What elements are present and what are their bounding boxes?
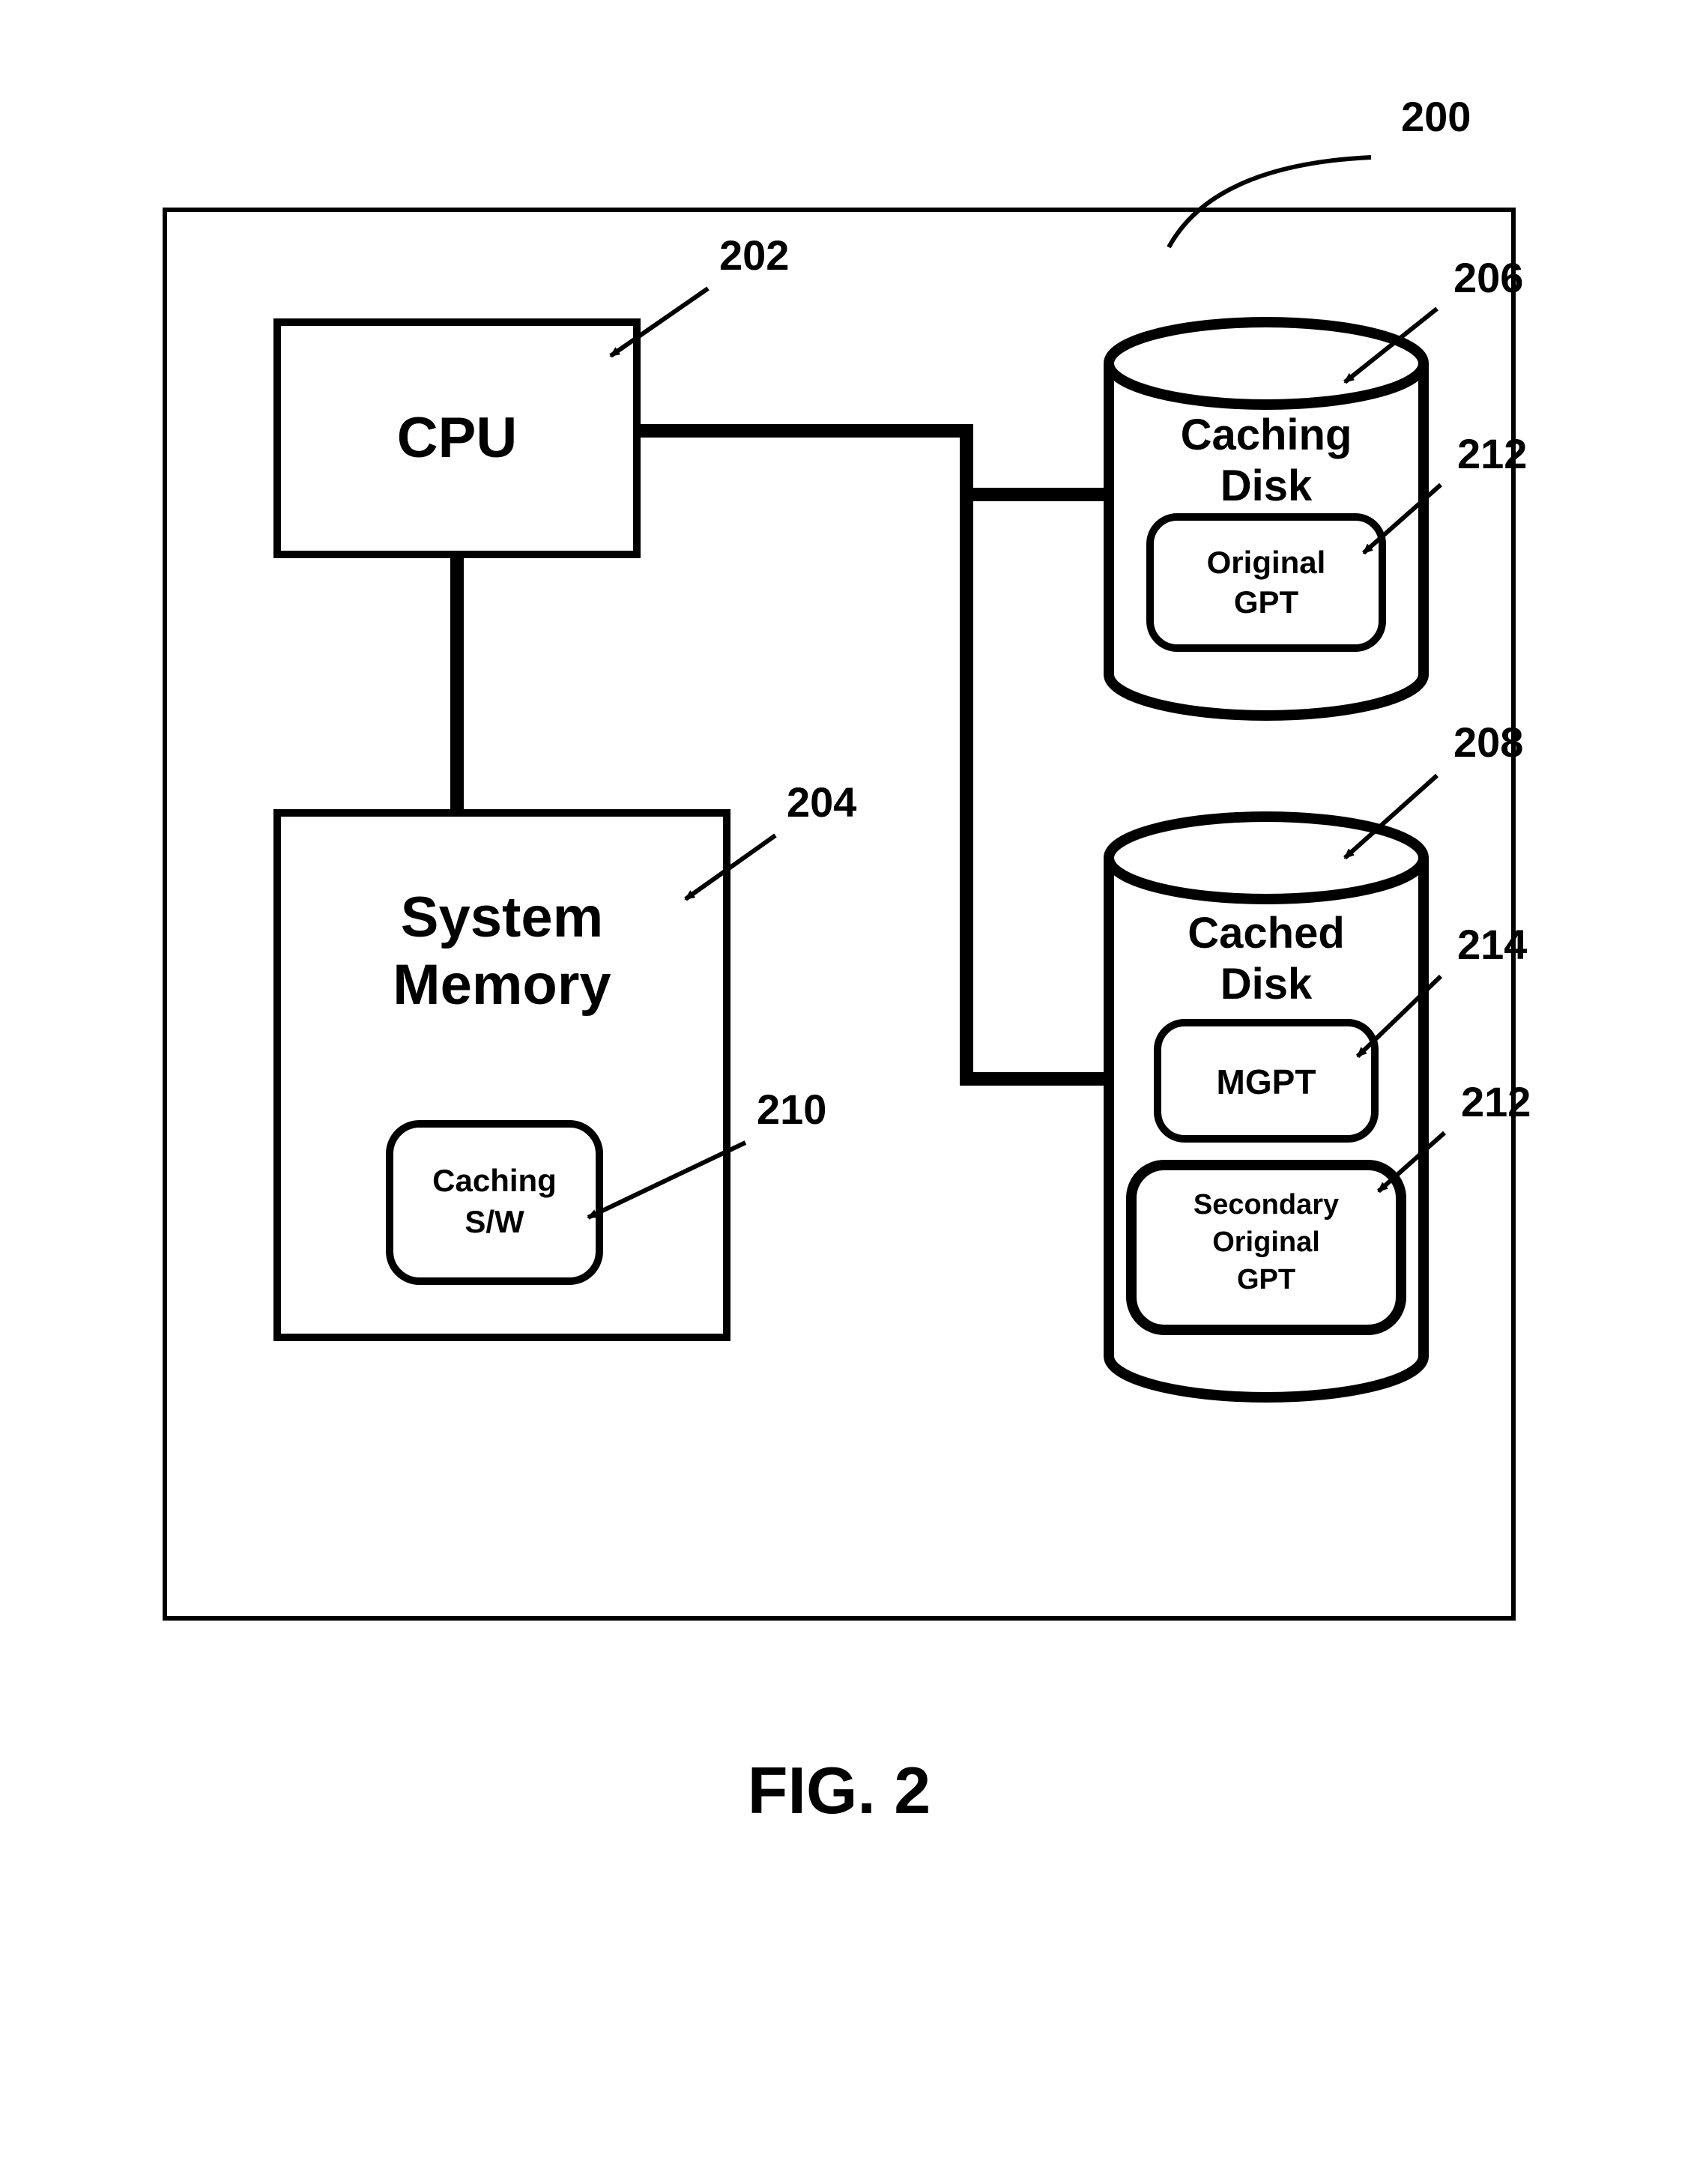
figure-caption: FIG. 2 — [748, 1753, 931, 1827]
original-gpt-box — [1150, 517, 1382, 648]
ref-208: 208 — [1453, 719, 1523, 766]
caching-sw-box — [390, 1124, 599, 1281]
ref-206: 206 — [1453, 254, 1523, 301]
original-gpt-label-2: GPT — [1234, 584, 1299, 620]
cached-disk-label-1: Cached — [1188, 909, 1345, 958]
caching-sw-label-1: Caching — [432, 1163, 557, 1198]
secondary-gpt-label-2: Original — [1212, 1226, 1320, 1258]
memory-label-2: Memory — [393, 953, 611, 1017]
memory-label-1: System — [401, 886, 603, 949]
ref-202: 202 — [719, 232, 789, 279]
ref-212-top: 212 — [1457, 430, 1527, 477]
mgpt-label: MGPT — [1217, 1062, 1316, 1101]
ref-204: 204 — [787, 778, 856, 826]
ref-212-bottom: 212 — [1461, 1078, 1531, 1125]
ref-210: 210 — [757, 1086, 826, 1133]
ref-200: 200 — [1401, 93, 1471, 140]
diagram-canvas: 200 CPU 202 System Memory 204 Caching S/… — [0, 0, 1682, 2184]
cpu-label: CPU — [397, 406, 517, 470]
caching-disk-label-1: Caching — [1181, 411, 1352, 459]
caching-disk-label-2: Disk — [1220, 462, 1313, 510]
secondary-gpt-label-3: GPT — [1237, 1264, 1295, 1295]
secondary-gpt-label-1: Secondary — [1194, 1189, 1339, 1220]
caching-sw-label-2: S/W — [465, 1204, 524, 1239]
cached-disk-label-2: Disk — [1220, 960, 1313, 1008]
ref-214: 214 — [1457, 921, 1527, 968]
original-gpt-label-1: Original — [1207, 545, 1326, 580]
